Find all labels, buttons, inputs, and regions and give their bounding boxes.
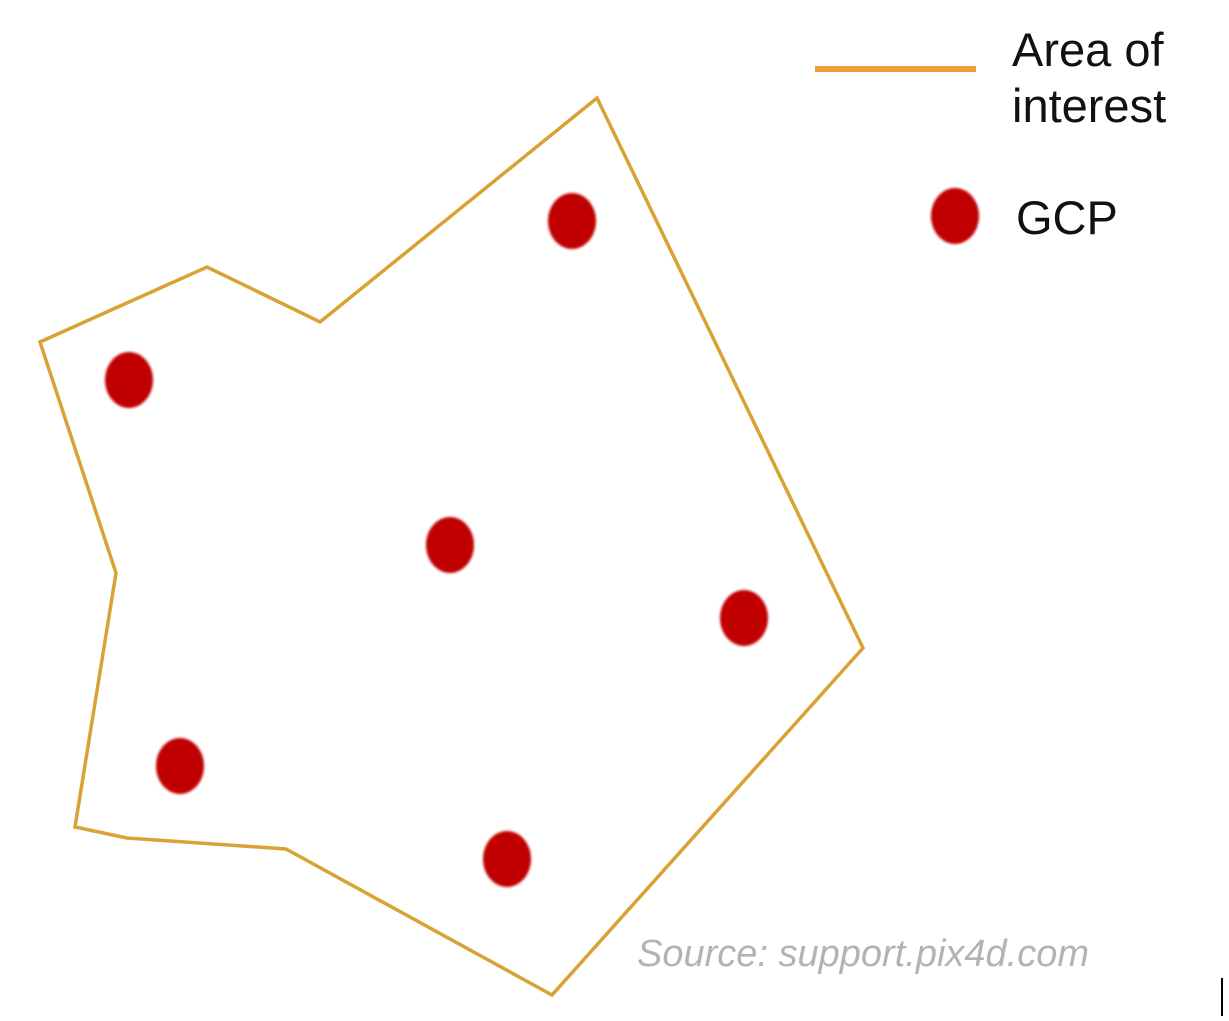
legend-gcp-label: GCP [1016, 191, 1118, 244]
gcp-point [105, 352, 153, 408]
red-dot-icon [931, 188, 979, 244]
gcp-point [156, 738, 204, 794]
gcp-points [105, 193, 768, 887]
gcp-point [548, 193, 596, 249]
edge-divider [1221, 978, 1223, 1016]
source-note: Source: support.pix4d.com [637, 933, 1090, 975]
area-of-interest-polygon [37, 95, 866, 998]
gcp-point [720, 590, 768, 646]
gcp-point [426, 517, 474, 573]
gcp-point [483, 831, 531, 887]
legend-area-of-interest-label: Area of interest [1012, 23, 1167, 132]
